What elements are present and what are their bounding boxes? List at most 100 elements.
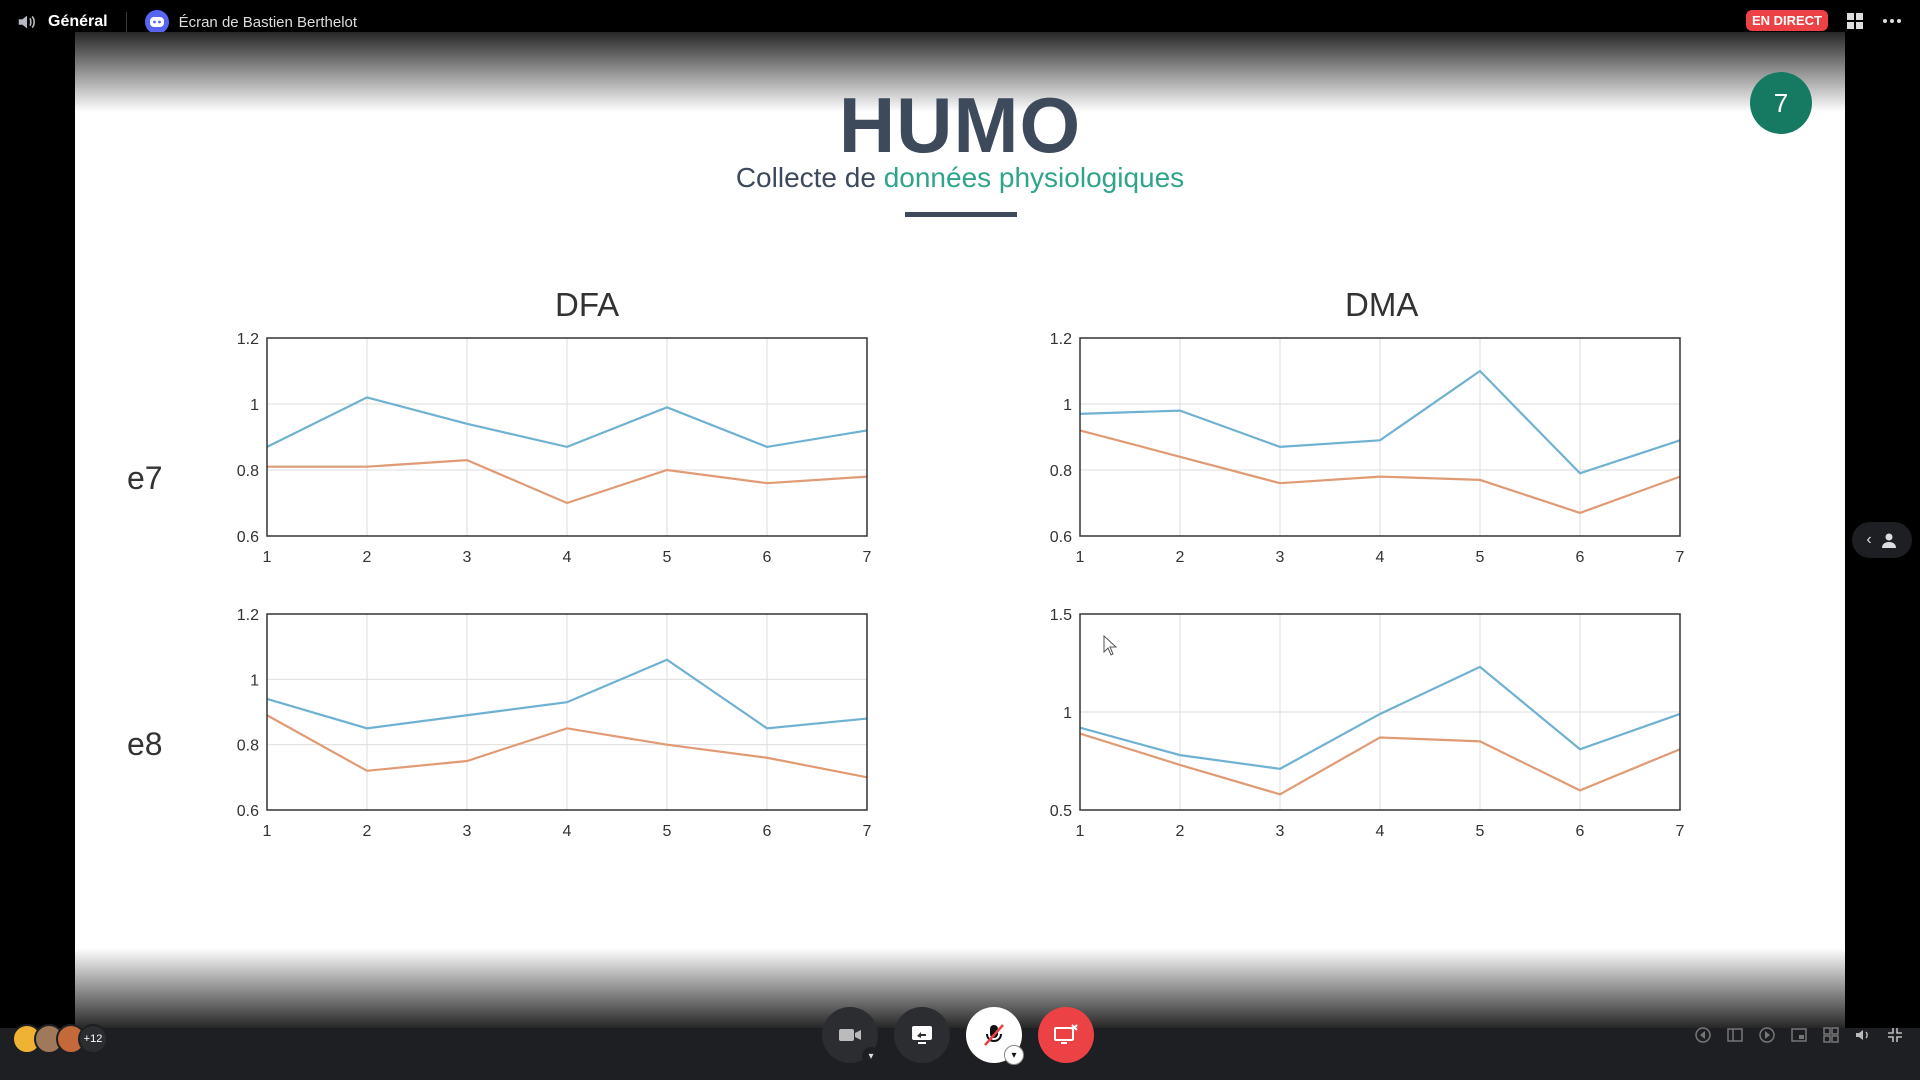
grid-layout-icon[interactable] bbox=[1846, 12, 1864, 30]
channel-name[interactable]: Général bbox=[48, 13, 108, 30]
series-line-2 bbox=[1079, 429, 1681, 515]
x-tick-label: 2 bbox=[363, 549, 372, 566]
mute-microphone-button[interactable]: ▾ bbox=[966, 1007, 1024, 1065]
x-tick-label: 2 bbox=[1176, 823, 1185, 840]
participant-avatars[interactable]: +12 bbox=[12, 1024, 108, 1054]
y-tick-label: 0.5 bbox=[1050, 803, 1072, 820]
x-tick-label: 6 bbox=[763, 823, 772, 840]
screen-share-button[interactable] bbox=[894, 1007, 950, 1063]
x-tick-label: 6 bbox=[1576, 823, 1585, 840]
row-label-e7: e7 bbox=[127, 460, 163, 496]
x-tick-label: 5 bbox=[663, 549, 672, 566]
y-tick-label: 0.6 bbox=[237, 529, 259, 546]
bottom-bar bbox=[0, 1028, 1920, 1080]
call-controls: ▾ ▾ bbox=[822, 1007, 1094, 1065]
chevron-left-icon: ‹ bbox=[1866, 531, 1872, 548]
y-tick-label: 0.8 bbox=[237, 463, 259, 480]
previous-icon[interactable] bbox=[1694, 1026, 1712, 1044]
x-tick-label: 5 bbox=[1476, 823, 1485, 840]
x-tick-label: 3 bbox=[463, 823, 472, 840]
chevron-down-icon[interactable]: ▾ bbox=[862, 1047, 880, 1065]
column-title-dma: DMA bbox=[1345, 286, 1419, 323]
x-tick-label: 4 bbox=[1376, 549, 1385, 566]
x-tick-label: 3 bbox=[463, 549, 472, 566]
x-tick-label: 2 bbox=[363, 823, 372, 840]
x-tick-label: 2 bbox=[1176, 549, 1185, 566]
x-tick-label: 7 bbox=[863, 549, 872, 566]
disconnect-button[interactable] bbox=[1038, 1007, 1094, 1063]
layout-icon[interactable] bbox=[1726, 1026, 1744, 1044]
row-label-e8: e8 bbox=[127, 726, 163, 762]
speaker-icon[interactable] bbox=[16, 11, 38, 33]
y-tick-label: 1 bbox=[250, 397, 259, 414]
x-tick-label: 7 bbox=[1676, 549, 1685, 566]
x-tick-label: 3 bbox=[1276, 823, 1285, 840]
y-tick-label: 0.8 bbox=[237, 738, 259, 755]
subtitle-prefix: Collecte de bbox=[735, 162, 884, 193]
series-line-2 bbox=[266, 714, 868, 779]
live-badge: EN DIRECT bbox=[1745, 10, 1828, 31]
x-tick-label: 5 bbox=[663, 823, 672, 840]
chart-frame bbox=[266, 613, 868, 811]
x-tick-label: 5 bbox=[1476, 549, 1485, 566]
member-list-toggle[interactable]: ‹ bbox=[1852, 522, 1912, 558]
camera-icon bbox=[839, 1029, 861, 1041]
chart-frame bbox=[1079, 613, 1681, 811]
chart-frame bbox=[1079, 337, 1681, 537]
series-line-2 bbox=[267, 458, 868, 505]
slide-number-badge: 7 bbox=[1750, 72, 1812, 134]
chevron-down-icon[interactable]: ▾ bbox=[1004, 1045, 1024, 1065]
x-tick-label: 4 bbox=[563, 823, 572, 840]
y-tick-label: 1 bbox=[1063, 705, 1072, 722]
y-tick-label: 1.5 bbox=[1050, 607, 1072, 624]
y-tick-label: 0.6 bbox=[1050, 529, 1072, 546]
y-tick-label: 0.6 bbox=[237, 803, 259, 820]
popout-icon[interactable] bbox=[1790, 1026, 1808, 1044]
chart-frame bbox=[266, 337, 868, 537]
series-line-1 bbox=[266, 396, 868, 449]
series-line-1 bbox=[266, 658, 868, 730]
y-tick-label: 1.2 bbox=[1050, 331, 1072, 348]
x-tick-label: 4 bbox=[1376, 823, 1385, 840]
subtitle-highlight: données physiologiques bbox=[883, 162, 1185, 193]
screen-share-stage: HUMO Collecte de données physiologiques … bbox=[75, 32, 1845, 1028]
column-title-dfa: DFA bbox=[555, 286, 620, 323]
people-icon bbox=[1881, 533, 1896, 548]
microphone-muted-icon bbox=[984, 1024, 1004, 1046]
next-icon[interactable] bbox=[1758, 1026, 1776, 1044]
series-line-2 bbox=[1079, 732, 1681, 796]
line-charts: 1 2 3 4 5 6 7 0.6 0.8 1 1.2 1 2 3 4 5 6 7 0.6 0.8 1 1.2 1 2 3 4 5 6… bbox=[237, 331, 1685, 840]
more-options-icon[interactable] bbox=[1882, 18, 1902, 24]
y-tick-label: 1.2 bbox=[237, 331, 259, 348]
series-line-1 bbox=[1079, 369, 1681, 475]
x-tick-label: 1 bbox=[1076, 549, 1085, 566]
title-underline bbox=[905, 212, 1017, 217]
streamer-avatar bbox=[144, 10, 169, 34]
screen-share-icon bbox=[912, 1026, 932, 1044]
camera-button[interactable]: ▾ bbox=[822, 1007, 880, 1065]
y-tick-label: 0.8 bbox=[1050, 463, 1072, 480]
slide-title: HUMO bbox=[838, 81, 1082, 169]
x-tick-label: 1 bbox=[263, 549, 272, 566]
x-tick-label: 1 bbox=[263, 823, 272, 840]
stream-title: Écran de Bastien Berthelot bbox=[178, 13, 358, 31]
divider bbox=[125, 12, 127, 32]
exit-fullscreen-icon[interactable] bbox=[1886, 1026, 1904, 1044]
volume-icon[interactable] bbox=[1854, 1026, 1872, 1044]
extra-participants-count: +12 bbox=[78, 1024, 108, 1054]
x-tick-label: 4 bbox=[563, 549, 572, 566]
grid-view-icon[interactable] bbox=[1822, 1026, 1840, 1044]
x-tick-label: 6 bbox=[1576, 549, 1585, 566]
cursor-icon bbox=[1103, 634, 1118, 656]
discord-icon bbox=[149, 17, 164, 27]
disconnect-icon bbox=[1054, 1024, 1078, 1044]
x-tick-label: 7 bbox=[863, 823, 872, 840]
x-tick-label: 7 bbox=[1676, 823, 1685, 840]
y-tick-label: 1 bbox=[250, 672, 259, 689]
bottom-right-tools bbox=[1694, 1026, 1904, 1044]
x-tick-label: 1 bbox=[1076, 823, 1085, 840]
y-tick-label: 1.2 bbox=[237, 607, 259, 624]
y-tick-label: 1 bbox=[1063, 397, 1072, 414]
x-tick-label: 6 bbox=[763, 549, 772, 566]
series-line-1 bbox=[1079, 665, 1681, 770]
